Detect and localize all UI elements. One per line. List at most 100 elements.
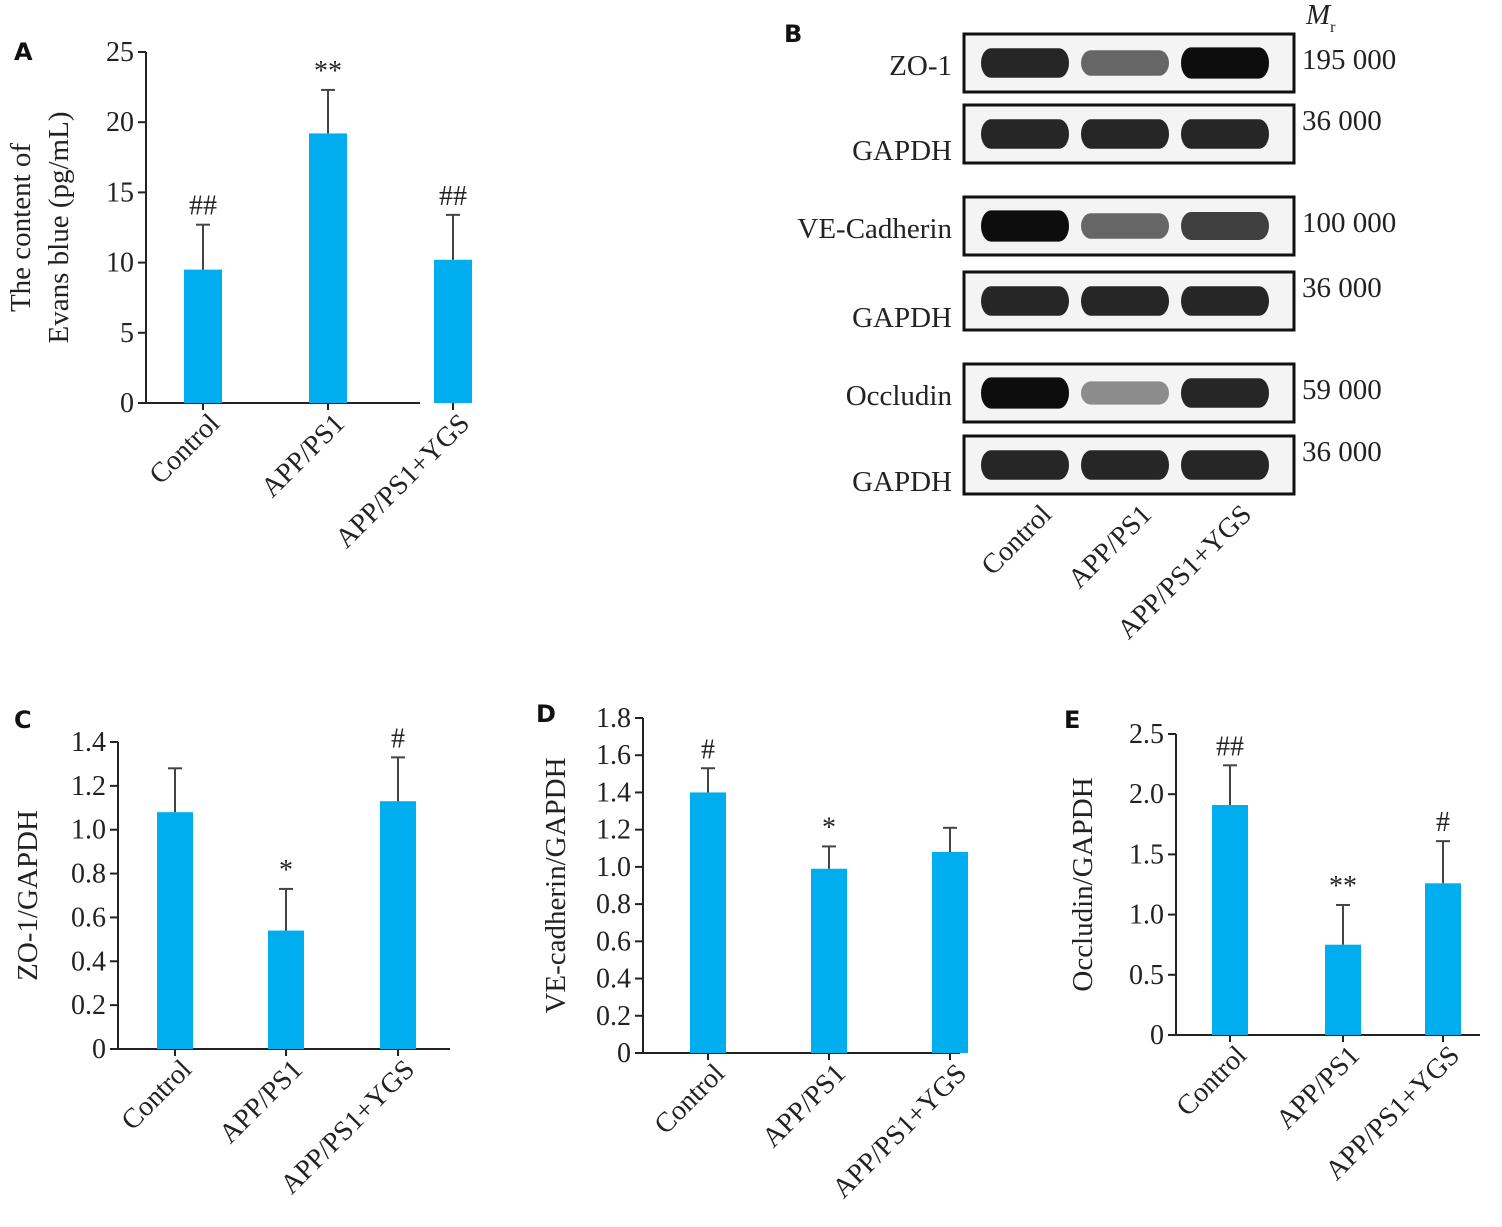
- y-tick-label: 1.2: [596, 815, 631, 846]
- x-category-label: APP/PS1+YGS: [330, 408, 476, 554]
- blot-band: [1181, 450, 1269, 480]
- blot-row-label: GAPDH: [852, 302, 952, 334]
- y-tick-label: 0.2: [71, 990, 106, 1021]
- y-tick-label: 0.2: [596, 1001, 631, 1032]
- bar: [309, 133, 347, 403]
- western-blot: Mr ZO-1 195 000 GAPDH 36 000 VE-Cadherin 100 …: [797, 0, 1396, 645]
- panel-letter-a: A: [14, 38, 33, 66]
- blot-mr-value: 59 000: [1302, 374, 1382, 406]
- y-tick-label: 1.4: [71, 727, 106, 758]
- significance-mark: #: [391, 723, 405, 754]
- chart-evans-blue: 0 5 10 15 20 25 The content of Evans blue (pg/m…: [5, 37, 476, 554]
- blot-row-label: GAPDH: [852, 466, 952, 498]
- blot-mr-value: 36 000: [1302, 105, 1382, 137]
- y-axis-title: Evans blue (pg/mL): [43, 112, 75, 344]
- y-tick-label: 0.8: [596, 889, 631, 920]
- chart-vecadherin-gapdh: 0 0.2 0.4 0.6 0.8 1.0 1.2 1.4 1.6 1.8 VE-cadherin/…: [540, 703, 973, 1204]
- panel-letter-d: D: [536, 700, 556, 728]
- y-tick-label: 0: [617, 1038, 631, 1069]
- blot-band: [1181, 378, 1269, 408]
- blot-lane-label: Control: [976, 499, 1059, 582]
- y-tick-label: 25: [106, 37, 134, 68]
- y-axis-title: Occludin/GAPDH: [1067, 777, 1099, 991]
- bar: [1212, 805, 1248, 1035]
- blot-band: [1081, 381, 1169, 405]
- significance-mark: *: [822, 812, 836, 843]
- x-category-label: Control: [116, 1054, 199, 1137]
- mr-subscript: r: [1330, 19, 1336, 36]
- significance-mark: #: [1436, 807, 1450, 838]
- bar: [1325, 944, 1361, 1035]
- chart-occludin-gapdh: 0 0.5 1.0 1.5 2.0 2.5 Occludin/GAPDH ## Control *…: [1067, 719, 1480, 1186]
- y-axis-title: VE-cadherin/GAPDH: [540, 757, 572, 1013]
- y-tick-label: 1.0: [71, 815, 106, 846]
- y-tick-label: 1.4: [596, 777, 631, 808]
- mr-label: Mr: [1305, 0, 1336, 36]
- blot-band: [1081, 50, 1169, 76]
- significance-mark: ##: [439, 181, 467, 212]
- blot-mr-value: 100 000: [1302, 207, 1396, 239]
- blot-band: [1181, 119, 1269, 149]
- y-tick-label: 1.6: [596, 740, 631, 771]
- y-tick-label: 0.6: [596, 926, 631, 957]
- blot-band: [981, 119, 1069, 149]
- x-category-label: APP/PS1: [213, 1054, 309, 1150]
- blot-mr-value: 36 000: [1302, 272, 1382, 304]
- x-category-label: APP/PS1: [756, 1058, 852, 1154]
- bar: [434, 259, 472, 403]
- bar: [932, 852, 968, 1053]
- y-tick-label: 1.8: [596, 703, 631, 734]
- y-tick-label: 1.2: [71, 771, 106, 802]
- blot-band: [981, 48, 1069, 78]
- y-tick-label: 1.0: [596, 852, 631, 883]
- bar: [268, 930, 304, 1049]
- blot-band: [1081, 213, 1169, 239]
- significance-mark: ##: [1216, 731, 1244, 762]
- blot-band: [981, 450, 1069, 480]
- y-tick-label: 10: [106, 248, 134, 279]
- y-tick-label: 0.4: [596, 964, 631, 995]
- blot-band: [981, 286, 1069, 316]
- x-category-label: Control: [144, 408, 227, 491]
- y-tick-label: 2.5: [1129, 719, 1164, 750]
- x-category-label: APP/PS1: [255, 408, 351, 504]
- blot-mr-value: 195 000: [1302, 44, 1396, 76]
- y-tick-label: 0.5: [1129, 960, 1164, 991]
- x-category-label: APP/PS1: [1270, 1040, 1366, 1136]
- blot-band: [1181, 47, 1269, 79]
- panel-letter-e: E: [1064, 706, 1080, 734]
- blot-lane-label: APP/PS1: [1062, 499, 1158, 595]
- blot-row-label: VE-Cadherin: [797, 213, 952, 245]
- blot-row-label: ZO-1: [889, 50, 952, 82]
- y-tick-label: 20: [106, 107, 134, 138]
- y-tick-label: 0: [92, 1034, 106, 1065]
- y-tick-label: 0: [1150, 1020, 1164, 1051]
- significance-mark: **: [314, 56, 342, 87]
- panel-letter-c: C: [14, 706, 32, 734]
- blot-band: [981, 210, 1069, 242]
- y-tick-label: 5: [120, 318, 134, 349]
- bar: [184, 269, 222, 403]
- y-tick-label: 0.8: [71, 859, 106, 890]
- blot-band: [981, 377, 1069, 409]
- y-tick-label: 0: [120, 388, 134, 419]
- mr-symbol: M: [1305, 0, 1332, 31]
- x-category-label: Control: [1171, 1040, 1254, 1123]
- blot-mr-value: 36 000: [1302, 436, 1382, 468]
- significance-mark: *: [279, 855, 293, 886]
- y-tick-label: 15: [106, 177, 134, 208]
- significance-mark: **: [1329, 871, 1357, 902]
- panel-letter-b: B: [784, 20, 802, 48]
- y-axis-title: The content of: [5, 143, 37, 312]
- bar: [157, 812, 193, 1049]
- chart-zo1-gapdh: 0 0.2 0.4 0.6 0.8 1.0 1.2 1.4 ZO-1/GAPDH Control *…: [12, 723, 450, 1200]
- blot-band: [1081, 450, 1169, 480]
- y-axis-title: ZO-1/GAPDH: [12, 810, 44, 981]
- blot-band: [1181, 286, 1269, 316]
- significance-mark: ##: [189, 191, 217, 222]
- significance-mark: #: [701, 734, 715, 765]
- bar: [690, 792, 726, 1053]
- y-tick-label: 1.0: [1129, 900, 1164, 931]
- blot-row-label: GAPDH: [852, 135, 952, 167]
